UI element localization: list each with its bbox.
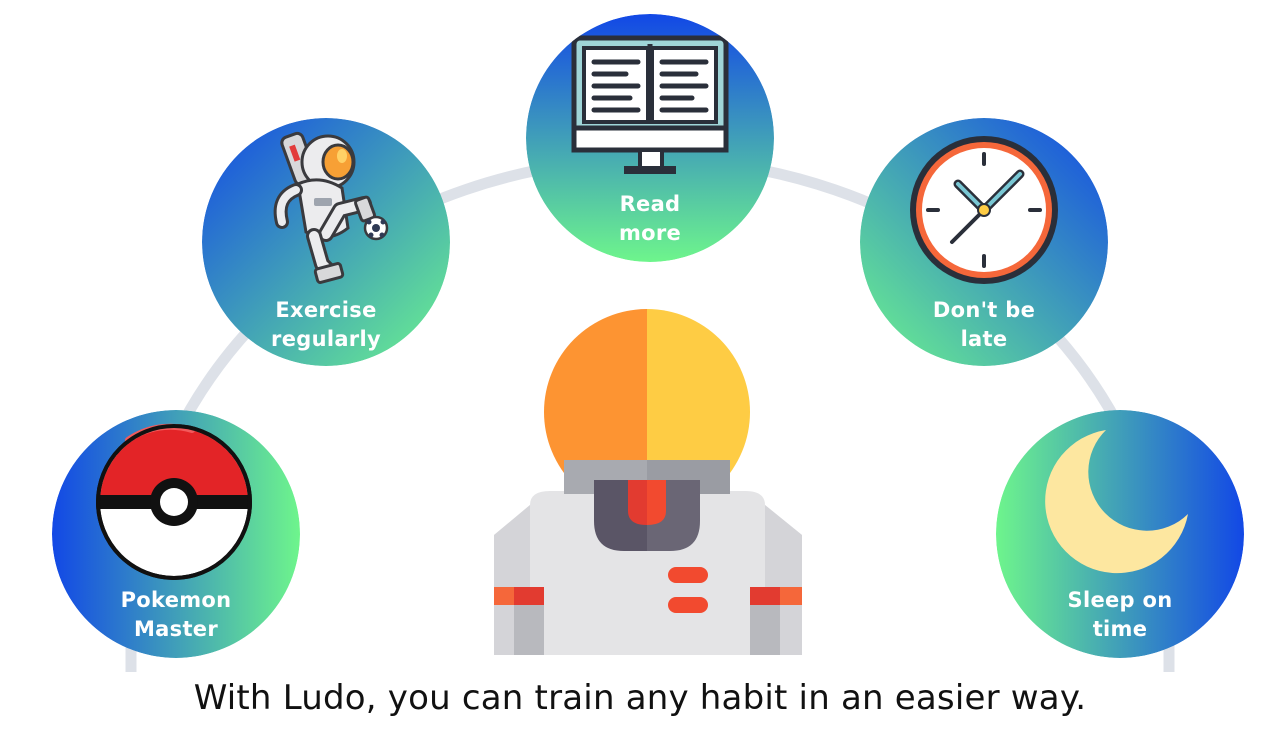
moon-icon: [996, 410, 1244, 658]
astronaut-soccer-icon: [202, 118, 450, 366]
habit-label-punctual: Don't be late: [932, 298, 1036, 351]
astronaut-mascot-icon: [494, 309, 802, 655]
habit-card-sleep: Sleep on time: [996, 410, 1244, 658]
pokeball-icon: [52, 410, 300, 658]
clock-icon: [860, 118, 1108, 366]
habit-card-pokemon: Pokemon Master: [52, 410, 300, 658]
habit-label-pokemon: Pokemon Master: [120, 588, 232, 641]
habit-card-read: Read more: [526, 14, 774, 262]
book-monitor-icon: [526, 14, 774, 262]
habit-label-exercise: Exercise regularly: [271, 298, 381, 351]
habit-label-read: Read more: [618, 192, 682, 245]
tagline-text: With Ludo, you can train any habit in an…: [193, 678, 1087, 718]
habit-card-exercise: Exercise regularly: [202, 118, 450, 366]
habit-label-sleep: Sleep on time: [1067, 588, 1173, 641]
habit-card-punctual: Don't be late: [860, 118, 1108, 366]
